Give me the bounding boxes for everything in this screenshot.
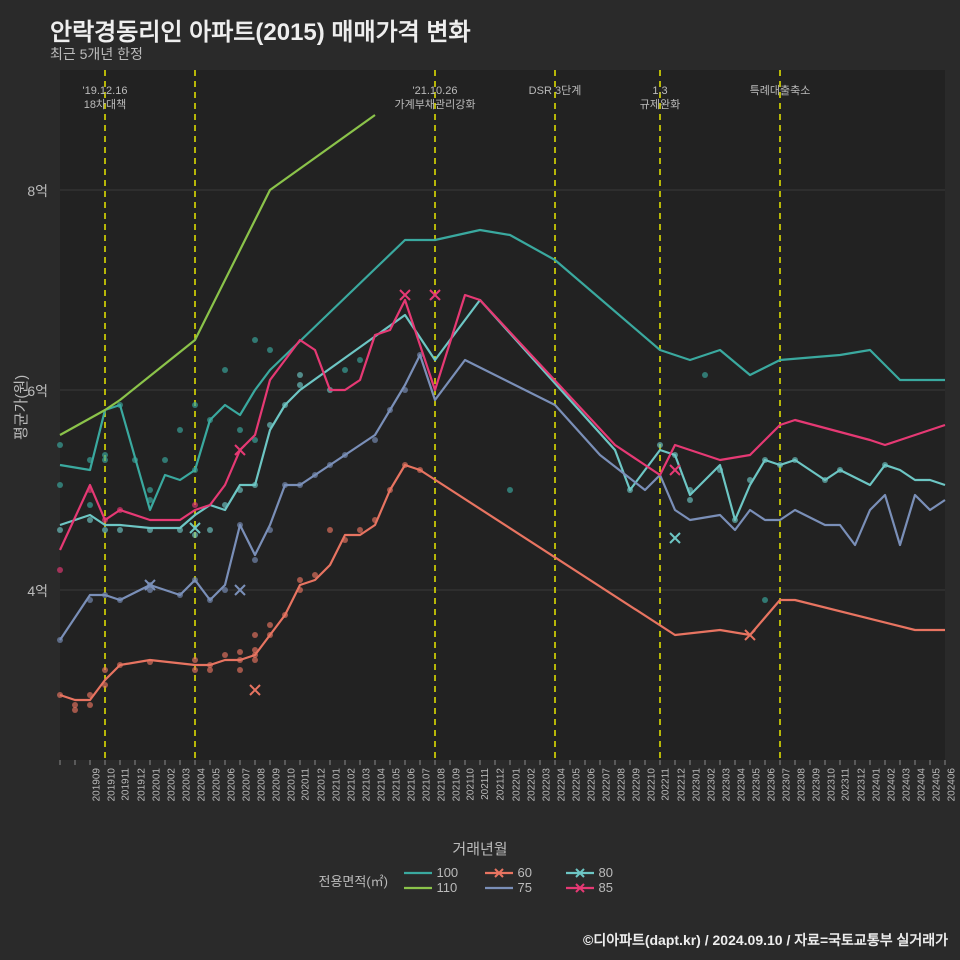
- legend-label: 80: [598, 865, 612, 880]
- x-tick-label: 202010: [286, 768, 297, 801]
- legend-label: 100: [436, 865, 458, 880]
- x-tick-label: 201910: [106, 768, 117, 801]
- x-tick-label: 202006: [226, 768, 237, 801]
- event-label: '21.10.26가계부채관리강화: [395, 84, 476, 113]
- chart-container: 안락경동리인 아파트(2015) 매매가격 변화 최근 5개년 한정 평균가(원…: [0, 0, 960, 960]
- x-tick-label: 202201: [511, 768, 522, 801]
- x-tick-label: 202111: [480, 768, 491, 800]
- x-tick-label: 202004: [196, 768, 207, 801]
- x-tick-label: 202307: [781, 768, 792, 801]
- x-tick-label: 202401: [871, 768, 882, 801]
- legend-items: 100 60 80 110 75 85: [404, 865, 641, 895]
- x-tick-label: 201909: [91, 768, 102, 801]
- x-tick-label: 202207: [601, 768, 612, 801]
- x-tick-label: 202305: [751, 768, 762, 801]
- y-tick-label: 4억: [27, 581, 48, 601]
- event-label: 1.3규제완화: [640, 84, 680, 113]
- event-label: 특례대출축소: [750, 84, 811, 98]
- x-tick-label: 202009: [271, 768, 282, 801]
- x-tick-label: 202304: [736, 768, 747, 801]
- x-tick-label: 202302: [706, 768, 717, 801]
- x-tick-label: 202309: [811, 768, 822, 801]
- legend-item: 80: [566, 865, 641, 880]
- x-tick-label: 202011: [301, 768, 312, 801]
- x-tick-label: 202209: [631, 768, 642, 801]
- x-tick-label: 202003: [181, 768, 192, 801]
- legend-label: 75: [517, 880, 531, 895]
- x-tick-label: 202101: [331, 768, 342, 801]
- legend-item: 75: [485, 880, 560, 895]
- x-tick-label: 202102: [346, 768, 357, 801]
- x-tick-label: 201911: [121, 768, 132, 801]
- legend-item: 110: [404, 880, 479, 895]
- event-label: DSR 3단계: [529, 84, 582, 98]
- legend-label: 60: [517, 865, 531, 880]
- x-tick-label: 202310: [826, 768, 837, 801]
- x-tick-label: 202303: [721, 768, 732, 801]
- x-tick-label: 202402: [886, 768, 897, 801]
- x-tick-label: 202306: [766, 768, 777, 801]
- legend-item: 85: [566, 880, 641, 895]
- x-tick-label: 202308: [796, 768, 807, 801]
- x-tick-label: 202403: [901, 768, 912, 801]
- x-tick-label: 202105: [391, 768, 402, 801]
- y-tick-label: 8억: [27, 181, 48, 201]
- x-tick-label: 202406: [946, 768, 957, 801]
- x-tick-label: 202204: [556, 768, 567, 801]
- x-tick-label: 202108: [436, 768, 447, 801]
- x-tick-label: 202005: [211, 768, 222, 801]
- x-tick-label: 202104: [376, 768, 387, 801]
- x-tick-label: 202301: [691, 768, 702, 801]
- legend-item: 60: [485, 865, 560, 880]
- y-tick-label: 6억: [27, 381, 48, 401]
- x-tick-label: 202311: [841, 768, 852, 801]
- x-tick-label: 202404: [916, 768, 927, 801]
- x-tick-label: 202106: [406, 768, 417, 801]
- x-tick-label: 202008: [256, 768, 267, 801]
- legend: 전용면적(㎡) 100 60 80 110 75 85: [0, 865, 960, 895]
- x-tick-label: 202208: [616, 768, 627, 801]
- legend-item: 100: [404, 865, 479, 880]
- x-tick-label: 202110: [466, 768, 477, 801]
- x-tick-label: 202210: [646, 768, 657, 801]
- x-tick-label: 202202: [526, 768, 537, 801]
- x-tick-label: 202002: [166, 768, 177, 801]
- x-tick-label: 202112: [496, 768, 507, 801]
- x-tick-label: 202206: [586, 768, 597, 801]
- chart-svg: [0, 0, 960, 960]
- x-tick-label: 202405: [931, 768, 942, 801]
- x-tick-label: 202103: [361, 768, 372, 801]
- x-tick-label: 202203: [541, 768, 552, 801]
- x-tick-label: 202109: [451, 768, 462, 801]
- chart-footer: ©디아파트(dapt.kr) / 2024.09.10 / 자료=국토교통부 실…: [583, 930, 948, 950]
- x-tick-label: 202107: [421, 768, 432, 801]
- x-tick-label: 201912: [136, 768, 147, 801]
- legend-label: 85: [598, 880, 612, 895]
- x-tick-label: 202212: [676, 768, 687, 801]
- x-tick-label: 202312: [856, 768, 867, 801]
- x-tick-label: 202001: [151, 768, 162, 801]
- legend-label: 110: [436, 880, 457, 895]
- x-tick-label: 202205: [571, 768, 582, 801]
- x-tick-label: 202012: [316, 768, 327, 801]
- x-tick-label: 202211: [661, 768, 672, 801]
- x-axis-label: 거래년월: [0, 838, 960, 859]
- event-label: '19.12.1618차대책: [83, 84, 128, 113]
- x-tick-label: 202007: [241, 768, 252, 801]
- legend-title: 전용면적(㎡): [319, 871, 389, 890]
